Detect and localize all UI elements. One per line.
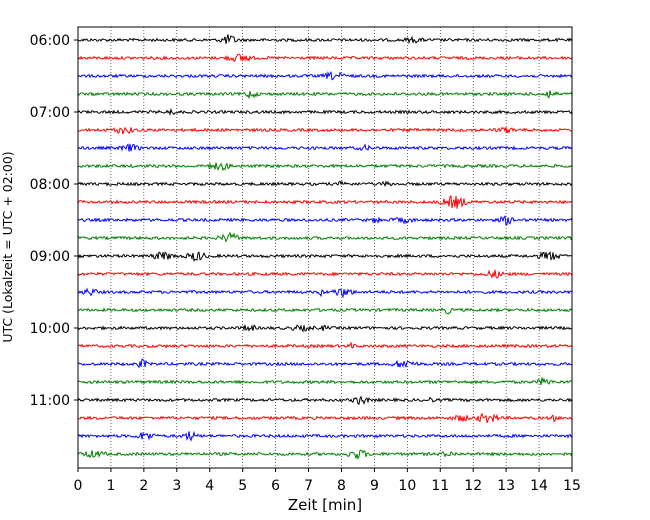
y-tick-label: 08:00 <box>30 177 70 193</box>
x-tick-label: 1 <box>106 478 115 494</box>
y-axis-ticks: 06:00 07:00 08:00 09:00 10:00 11:00 <box>30 33 78 409</box>
seismogram-trace <box>77 195 573 209</box>
seismogram-trace <box>77 143 573 152</box>
seismogram-trace <box>77 71 573 81</box>
x-tick-label: 4 <box>205 478 214 494</box>
seismogram-trace <box>77 162 573 171</box>
seismogram-trace <box>77 90 573 100</box>
seismogram-trace <box>77 34 573 45</box>
x-tick-label: 12 <box>464 478 482 494</box>
x-tick-label: 6 <box>271 478 280 494</box>
seismogram-traces <box>77 34 573 460</box>
y-tick-label: 11:00 <box>30 393 70 409</box>
x-tick-label: 7 <box>304 478 313 494</box>
plot-frame <box>77 26 573 469</box>
seismogram-trace <box>77 126 573 135</box>
x-tick-label: 9 <box>370 478 379 494</box>
seismogram-trace <box>77 215 573 226</box>
y-tick-label: 10:00 <box>30 321 70 337</box>
seismogram-trace <box>77 269 573 279</box>
x-tick-label: 15 <box>563 478 581 494</box>
y-axis-label: UTC (Lokalzeit = UTC + 02:00) <box>0 151 15 342</box>
x-tick-label: 0 <box>74 478 83 494</box>
y-tick-label: 07:00 <box>30 105 70 121</box>
x-tick-label: 14 <box>530 478 548 494</box>
seismogram-trace <box>77 358 573 369</box>
seismogram-trace <box>77 449 573 460</box>
seismogram-trace <box>77 231 573 243</box>
seismogram-trace <box>77 180 573 188</box>
x-tick-label: 2 <box>139 478 148 494</box>
seismogram-trace <box>77 324 573 333</box>
x-tick-label: 11 <box>431 478 449 494</box>
x-axis-ticks: 0 1 2 3 4 5 6 7 8 9 10 11 12 13 14 15 <box>74 468 581 494</box>
x-tick-label: 8 <box>337 478 346 494</box>
seismogram-trace <box>77 377 573 386</box>
seismogram-trace <box>77 341 573 349</box>
seismogram-trace <box>77 250 573 262</box>
x-tick-label: 3 <box>172 478 181 494</box>
x-tick-label: 5 <box>238 478 247 494</box>
seismogram-trace <box>77 307 573 315</box>
x-tick-label: 13 <box>497 478 515 494</box>
seismogram-trace <box>77 395 573 406</box>
x-tick-label: 10 <box>398 478 416 494</box>
seismogram-trace <box>77 287 573 299</box>
seismogram-trace <box>77 412 573 424</box>
x-axis-label: Zeit [min] <box>288 496 362 514</box>
seismogram-trace <box>77 53 573 63</box>
seismogram-trace <box>77 107 573 117</box>
seismogram-trace <box>77 430 573 442</box>
y-tick-label: 09:00 <box>30 249 70 265</box>
y-tick-label: 06:00 <box>30 33 70 49</box>
